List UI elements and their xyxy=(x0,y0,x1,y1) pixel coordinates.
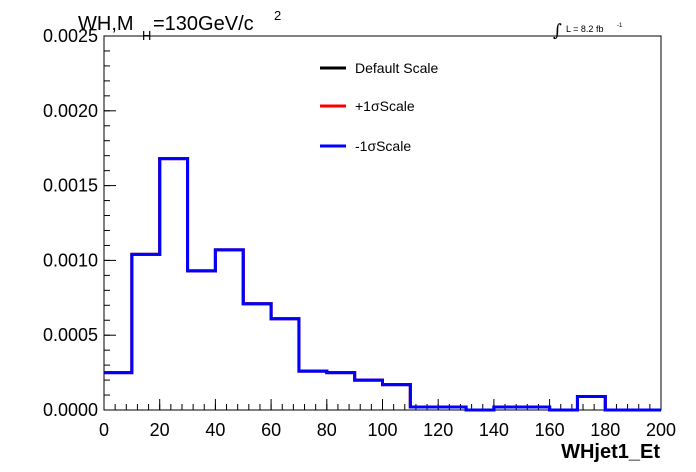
x-tick-label: 120 xyxy=(423,420,453,440)
y-tick-label: 0.0020 xyxy=(43,101,98,121)
legend-label: Default Scale xyxy=(355,60,438,76)
luminosity-superscript: -1 xyxy=(617,23,623,29)
x-tick-label: 100 xyxy=(367,420,397,440)
chart-title-superscript: 2 xyxy=(274,8,281,23)
x-tick-label: 0 xyxy=(99,420,109,440)
x-tick-label: 20 xyxy=(150,420,170,440)
x-tick-label: 160 xyxy=(535,420,565,440)
x-tick-label: 60 xyxy=(261,420,281,440)
legend-label: +1σScale xyxy=(355,98,415,114)
x-axis: 0 20 40 60 80 100 120 140 160 180 200 xyxy=(99,399,676,440)
y-axis: 0.0000 0.0005 0.0010 0.0015 0.0020 0.0025 xyxy=(43,26,116,420)
chart-title-prefix: WH,M xyxy=(78,13,134,35)
x-tick-label: 40 xyxy=(205,420,225,440)
y-tick-label: 0.0025 xyxy=(43,26,98,46)
x-tick-label: 200 xyxy=(646,420,676,440)
x-tick-label: 80 xyxy=(317,420,337,440)
luminosity-text: L = 8.2 fb xyxy=(566,24,603,34)
series-layer xyxy=(104,157,661,412)
legend-label: -1σScale xyxy=(355,138,411,154)
y-tick-label: 0.0000 xyxy=(43,400,98,420)
x-tick-label: 180 xyxy=(590,420,620,440)
y-tick-label: 0.0015 xyxy=(43,176,98,196)
series-line-2 xyxy=(104,157,661,412)
legend: Default Scale +1σScale -1σScale xyxy=(320,60,438,154)
x-tick-label: 140 xyxy=(479,420,509,440)
y-tick-label: 0.0010 xyxy=(43,250,98,270)
chart-title-value: =130GeV/c xyxy=(153,13,254,35)
y-tick-label: 0.0005 xyxy=(43,325,98,345)
x-axis-label: WHjet1_Et xyxy=(561,441,660,463)
luminosity-integral: ∫ xyxy=(553,21,562,41)
